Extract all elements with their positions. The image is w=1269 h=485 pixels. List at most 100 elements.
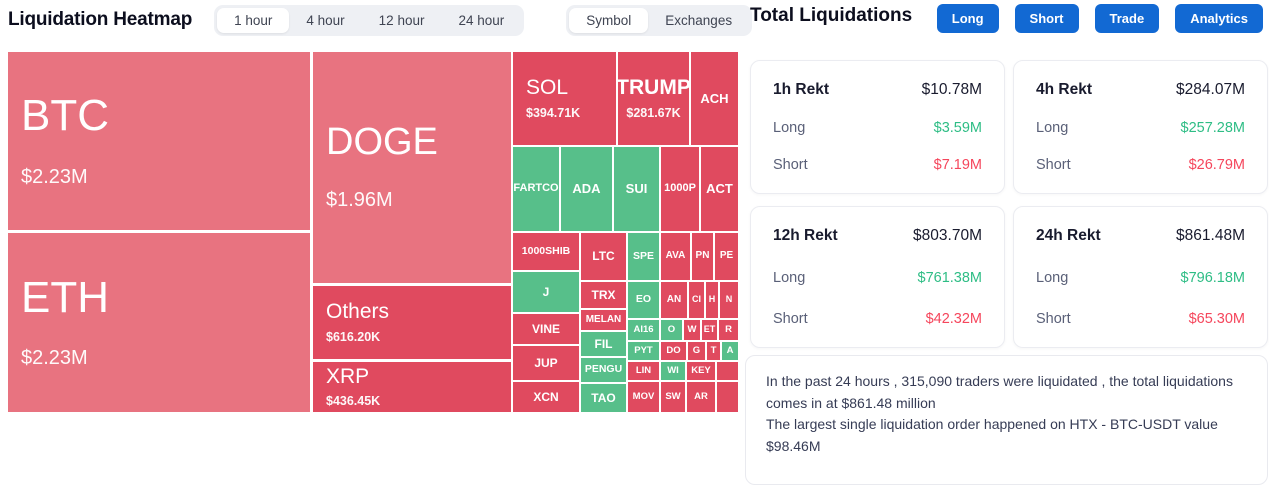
treemap-cell-ada[interactable]: ADA [561, 147, 612, 231]
treemap-cell-eo[interactable]: EO [628, 282, 659, 318]
treemap-cell-label: AVA [665, 250, 686, 262]
treemap-cell-1000shib[interactable]: 1000SHIB [513, 233, 579, 270]
treemap-cell-label: N [725, 294, 733, 305]
treemap-cell-vine[interactable]: VINE [513, 314, 579, 344]
treemap-cell-label: SW [665, 391, 681, 403]
treemap-cell-1000p[interactable]: 1000P [661, 147, 699, 231]
treemap-cell-r[interactable]: R [719, 320, 738, 340]
treemap-cell-label: A [726, 345, 734, 357]
treemap-cell-t[interactable]: T [707, 342, 720, 360]
tab-4-hour[interactable]: 4 hour [306, 12, 345, 28]
treemap-cell-label: DO [666, 345, 681, 357]
short-button[interactable]: Short [1014, 4, 1079, 33]
treemap-cell-value: $2.23M [21, 165, 88, 188]
treemap-cell-others[interactable]: Others $616.20K [313, 286, 511, 359]
treemap-cell-pyt[interactable]: PYT [628, 342, 659, 360]
treemap-cell-trump[interactable]: TRUMP $281.67K [618, 52, 689, 145]
treemap-cell-spe[interactable]: SPE [628, 233, 659, 280]
analytics-button[interactable]: Analytics [1175, 4, 1263, 33]
treemap-cell-sol[interactable]: SOL $394.71K [513, 52, 616, 145]
treemap-cell-lin[interactable]: LIN [628, 362, 659, 380]
treemap-cell-j[interactable]: J [513, 272, 579, 312]
treemap-cell-ltc[interactable]: LTC [581, 233, 626, 280]
treemap-cell-label: JUP [534, 355, 558, 370]
treemap-cell-fil[interactable]: FIL [581, 332, 626, 356]
treemap-cell-wi[interactable]: WI [661, 362, 685, 380]
treemap-cell-label: FIL [594, 336, 613, 351]
card-total: $803.70M [913, 227, 982, 244]
tab-exchanges[interactable]: Exchanges [665, 12, 733, 28]
treemap-cell-value: $281.67K [626, 105, 681, 120]
treemap-cell-w[interactable]: W [684, 320, 700, 340]
treemap-cell-btc[interactable]: BTC $2.23M [8, 52, 310, 230]
treemap-cell-tao[interactable]: TAO [581, 384, 626, 412]
treemap-cell-a[interactable]: A [722, 342, 738, 360]
treemap-cell-key[interactable]: KEY [687, 362, 715, 380]
treemap-cell-unlabeled[interactable] [717, 362, 738, 380]
treemap-cell-ar[interactable]: AR [687, 382, 715, 412]
treemap-cell-xrp[interactable]: XRP $436.45K [313, 362, 511, 412]
long-value: $796.18M [1180, 270, 1246, 286]
short-label: Short [773, 157, 808, 173]
treemap-cell-an[interactable]: AN [661, 282, 687, 318]
treemap-cell-sui[interactable]: SUI [614, 147, 659, 231]
tab-1-hour[interactable]: 1 hour [217, 7, 290, 33]
treemap-cell-sw[interactable]: SW [661, 382, 685, 412]
treemap-cell-label: AR [694, 391, 708, 403]
treemap-cell-pe[interactable]: PE [715, 233, 738, 280]
heatmap-header: Liquidation Heatmap 1 hour 4 hour 12 hou… [8, 0, 753, 40]
treemap-cell-jup[interactable]: JUP [513, 346, 579, 380]
short-value: $26.79M [1188, 157, 1245, 173]
treemap-cell-label: O [667, 324, 676, 336]
treemap-cell-pn[interactable]: PN [692, 233, 713, 280]
treemap-cell-o[interactable]: O [661, 320, 682, 340]
treemap-cell-eth[interactable]: ETH $2.23M [8, 233, 310, 412]
treemap-cell-xcn[interactable]: XCN [513, 382, 579, 412]
card-total: $284.07M [1176, 81, 1245, 98]
rekt-card-12h: 12h Rekt $803.70M Long $761.38M Short $4… [750, 206, 1005, 348]
tab-symbol[interactable]: Symbol [569, 7, 649, 33]
long-label: Long [773, 120, 806, 136]
treemap-cell-trx[interactable]: TRX [581, 282, 626, 308]
treemap-cell-pengu[interactable]: PENGU [581, 358, 626, 382]
treemap-cell-ai16[interactable]: AI16 [628, 320, 659, 340]
treemap-cell-act[interactable]: ACT [701, 147, 738, 231]
treemap-cell-ava[interactable]: AVA [661, 233, 690, 280]
treemap-cell-h[interactable]: H [706, 282, 718, 318]
treemap-cell-label: ACT [706, 181, 733, 197]
long-button[interactable]: Long [936, 4, 999, 33]
total-liquidations-title: Total Liquidations [750, 5, 913, 26]
treemap-cell-label: DOGE [326, 121, 438, 164]
treemap-cell-label: EO [635, 293, 652, 306]
tab-12-hour[interactable]: 12 hour [378, 12, 425, 28]
liquidation-summary-card: In the past 24 hours , 315,090 traders w… [745, 355, 1268, 485]
trade-button[interactable]: Trade [1094, 4, 1160, 33]
treemap-cell-ci[interactable]: CI [689, 282, 704, 318]
treemap-cell-label: XCN [533, 389, 559, 404]
short-label: Short [1036, 157, 1071, 173]
treemap-cell-melan[interactable]: MELAN [581, 310, 626, 330]
treemap-cell-unlabeled[interactable] [717, 382, 738, 412]
treemap-cell-label: XRP [326, 364, 370, 388]
tab-24-hour[interactable]: 24 hour [458, 12, 505, 28]
treemap-cell-do[interactable]: DO [661, 342, 686, 360]
short-value: $7.19M [933, 157, 982, 173]
rekt-card-4h: 4h Rekt $284.07M Long $257.28M Short $26… [1013, 60, 1268, 194]
treemap-cell-label: AI16 [633, 324, 654, 336]
treemap-cell-fartco[interactable]: FARTCO [513, 147, 559, 231]
short-label: Short [1036, 311, 1071, 327]
treemap-cell-et[interactable]: ET [702, 320, 717, 340]
treemap-cell-label: AN [666, 293, 682, 305]
treemap-cell-ach[interactable]: ACH [691, 52, 738, 145]
treemap-cell-doge[interactable]: DOGE $1.96M [313, 52, 511, 283]
long-value: $3.59M [933, 120, 982, 136]
treemap-cell-label: CI [692, 294, 701, 305]
treemap-cell-label: SPE [632, 249, 654, 262]
treemap-cell-n[interactable]: N [720, 282, 738, 318]
treemap-cell-label: BTC [21, 91, 109, 141]
treemap-cell-mov[interactable]: MOV [628, 382, 659, 412]
treemap-cell-label: PENGU [584, 363, 623, 376]
treemap-cell-label: J [542, 284, 550, 299]
time-range-tabs: 1 hour 4 hour 12 hour 24 hour [214, 4, 525, 36]
treemap-cell-g[interactable]: G [688, 342, 705, 360]
